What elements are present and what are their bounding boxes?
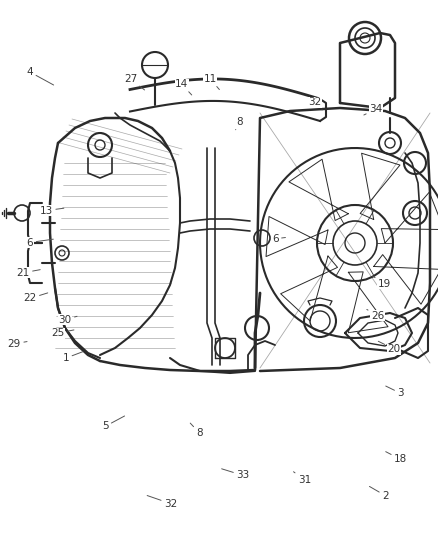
Text: 3: 3 bbox=[386, 386, 404, 398]
Text: 29: 29 bbox=[7, 339, 27, 349]
Text: 25: 25 bbox=[51, 328, 74, 338]
Text: 4: 4 bbox=[26, 67, 53, 85]
Text: 32: 32 bbox=[308, 98, 322, 110]
Text: 8: 8 bbox=[236, 117, 244, 130]
Text: 14: 14 bbox=[175, 79, 192, 95]
Text: 19: 19 bbox=[372, 276, 391, 288]
Text: 30: 30 bbox=[58, 315, 77, 325]
Text: 5: 5 bbox=[102, 416, 124, 431]
Text: 34: 34 bbox=[364, 104, 382, 115]
Text: 27: 27 bbox=[124, 74, 145, 90]
Text: 1: 1 bbox=[62, 352, 83, 363]
Text: 22: 22 bbox=[23, 293, 48, 303]
Text: 6: 6 bbox=[26, 238, 53, 247]
Text: 11: 11 bbox=[204, 74, 219, 90]
Text: 2: 2 bbox=[369, 487, 389, 500]
Text: 6: 6 bbox=[272, 234, 286, 244]
Text: 32: 32 bbox=[147, 496, 177, 508]
Text: 8: 8 bbox=[190, 423, 203, 438]
Text: 26: 26 bbox=[367, 310, 384, 320]
Text: 31: 31 bbox=[293, 472, 311, 484]
Text: 20: 20 bbox=[378, 341, 401, 354]
Text: 18: 18 bbox=[386, 451, 407, 464]
Text: 21: 21 bbox=[16, 268, 40, 278]
Text: 13: 13 bbox=[39, 206, 64, 215]
Text: 33: 33 bbox=[222, 469, 250, 480]
